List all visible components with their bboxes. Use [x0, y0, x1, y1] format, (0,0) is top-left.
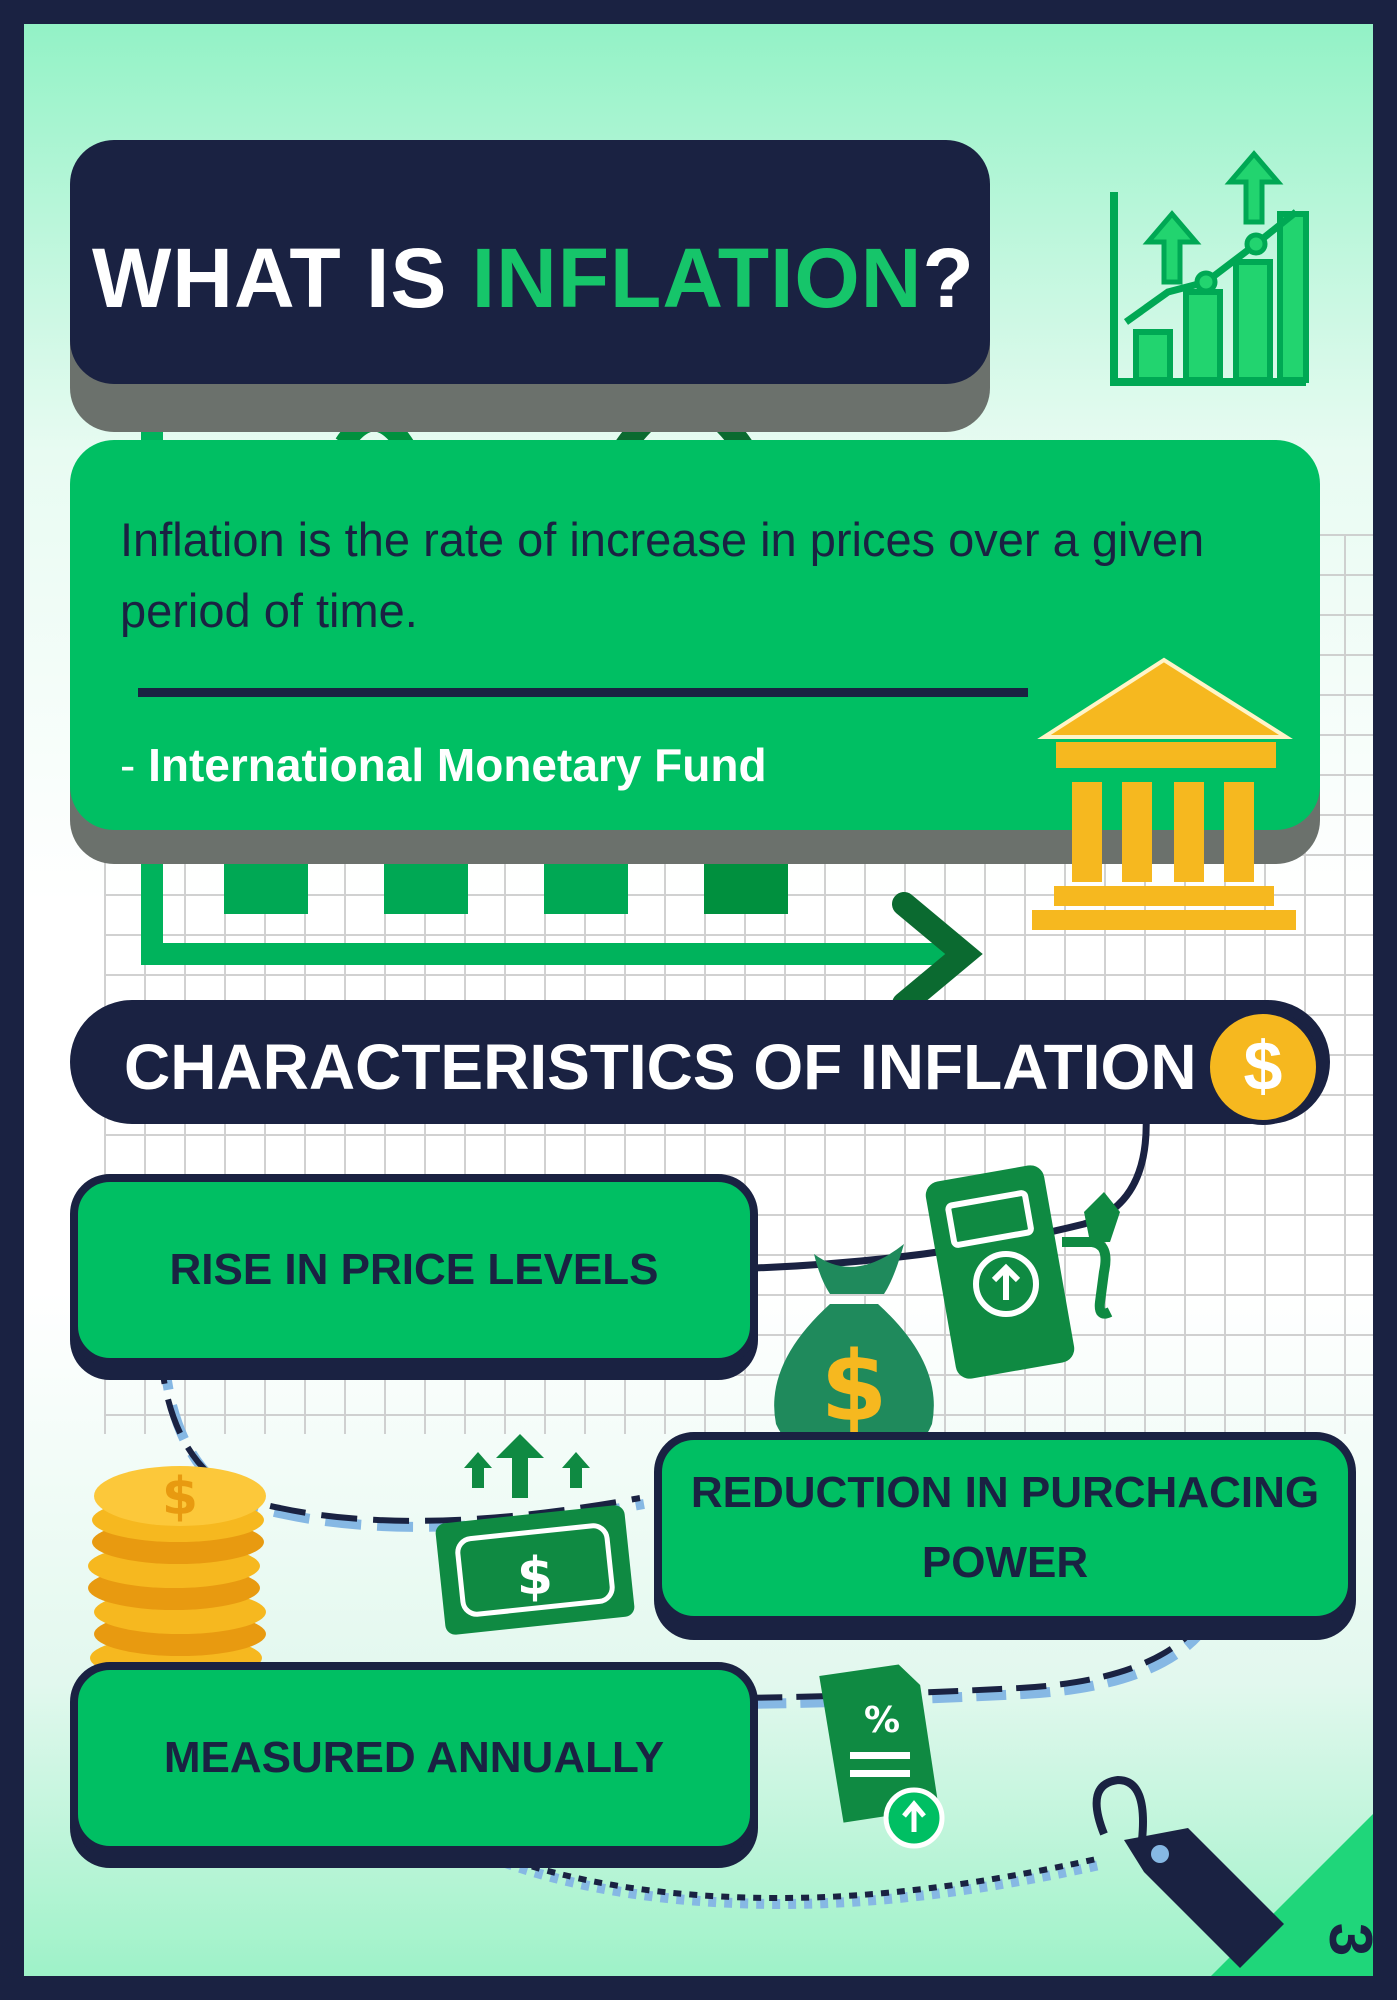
svg-text:$: $	[821, 1331, 888, 1443]
price-tag-icon	[1092, 1775, 1284, 1968]
title-box	[70, 140, 990, 384]
characteristic-measured-annually: MEASURED ANNUALLY	[70, 1662, 758, 1854]
dollar-badge-icon: $	[1205, 1009, 1321, 1125]
title-highlight: INFLATION	[471, 231, 923, 325]
fuel-pump-icon	[925, 1165, 1120, 1379]
percent-document-icon: %	[819, 1664, 945, 1849]
definition-divider	[138, 688, 1028, 697]
characteristics-heading: CHARACTERISTICS OF INFLATION	[124, 1031, 1197, 1103]
page-number: 3	[1316, 1923, 1373, 1956]
money-bag-icon: $	[774, 1244, 934, 1463]
definition-source: - International Monetary Fund	[120, 739, 767, 791]
bank-building-icon	[1032, 657, 1296, 930]
characteristic-rise-in-price-levels: RISE IN PRICE LEVELS	[70, 1174, 758, 1366]
characteristic-reduction-in-purchasing-power: REDUCTION IN PURCHACING POWER	[654, 1432, 1356, 1624]
definition-text: Inflation is the rate of increase in pri…	[120, 513, 1205, 637]
svg-text:$: $	[517, 1547, 553, 1607]
dollar-bill-icon: $	[435, 1434, 635, 1635]
svg-text:$: $	[162, 1467, 198, 1527]
characteristics-heading-bar	[70, 1000, 1330, 1124]
source-name: International Monetary Fund	[148, 739, 767, 791]
infographic-page: WHAT IS INFLATION? Inflation is the rate…	[24, 24, 1373, 1976]
page-title: WHAT IS INFLATION?	[92, 231, 975, 325]
svg-text:%: %	[864, 1700, 900, 1741]
growth-bar-chart-icon	[1110, 150, 1309, 386]
